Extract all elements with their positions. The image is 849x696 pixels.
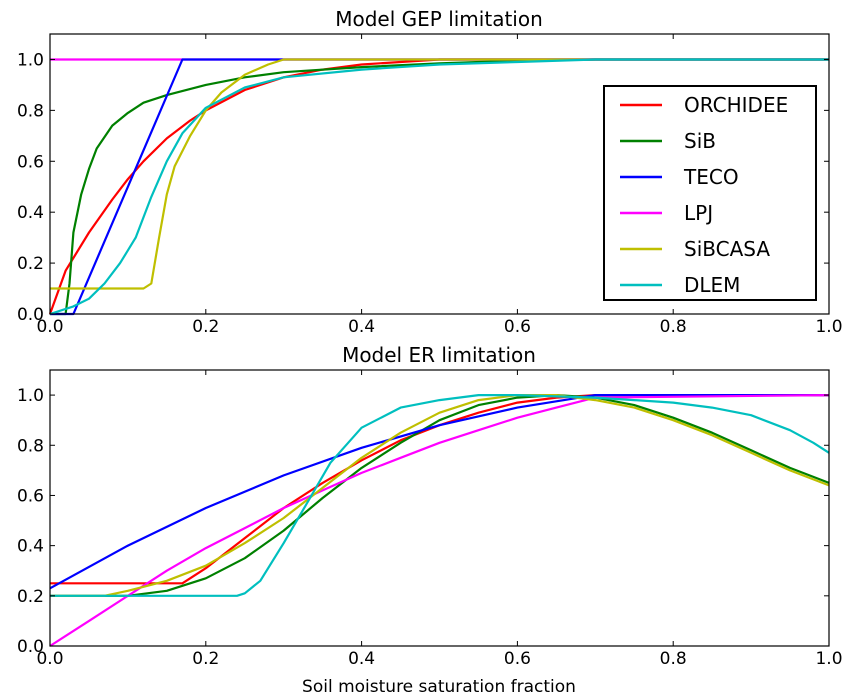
- er-plot-area: 0.0 0.2 0.4 0.6 0.8 1.0 0.0 0.2 0.4 0.6 0.8 1.0: [17, 369, 843, 669]
- series-line-lpj: [49, 394, 830, 647]
- y-tick-label: 0.6: [17, 152, 44, 172]
- x-axis-label: Soil moisture saturation fraction: [302, 677, 576, 696]
- x-tick-label: 0.6: [504, 649, 531, 669]
- x-tick-label: 1.0: [815, 649, 842, 669]
- er-chart-title: Model ER limitation: [342, 343, 536, 367]
- legend-label-sib: SiB: [684, 129, 716, 153]
- er-limitation-panel: Model ER limitation 0.0 0.2 0.4 0.6 0.8 1.00.…: [17, 343, 843, 696]
- y-tick-label: 1.0: [17, 50, 44, 70]
- x-tick-label: 0.6: [504, 317, 531, 337]
- series-line-sibcasa: [50, 394, 830, 597]
- series-line-dlem: [50, 394, 830, 597]
- axes-frame: [49, 33, 830, 315]
- legend-label-orchidee: ORCHIDEE: [684, 93, 788, 117]
- x-tick-label: 0.0: [36, 317, 63, 337]
- y-tick-label: 0.8: [17, 101, 44, 121]
- y-tick-label: 0.4: [17, 203, 44, 223]
- x-tick-label: 0.4: [348, 649, 375, 669]
- legend-label-dlem: DLEM: [684, 273, 740, 297]
- y-tick-label: 0.2: [17, 254, 44, 274]
- x-tick-label: 0.4: [348, 317, 375, 337]
- y-tick-label: 0.8: [17, 436, 44, 456]
- x-tick-label: 0.8: [660, 317, 687, 337]
- series-line-sib: [50, 58, 829, 316]
- axes-frame: [49, 369, 830, 647]
- series-line-teco: [49, 394, 829, 590]
- y-tick-label: 1.0: [17, 386, 44, 406]
- x-tick-label: 1.0: [815, 317, 842, 337]
- legend: ORCHIDEE SiB TECO LPJ SiBCASA DLEM: [603, 85, 817, 301]
- gep-plot-area: 0.0 0.2 0.4 0.6 0.8 1.0 0.0 0.2 0.4 0.6 0.8 1.0 ORCH…: [17, 33, 843, 337]
- y-tick-label: 0.0: [17, 305, 44, 325]
- x-tick-label: 0.8: [660, 649, 687, 669]
- x-tick-label: 0.2: [192, 649, 219, 669]
- gep-chart-title: Model GEP limitation: [335, 7, 543, 31]
- legend-label-teco: TECO: [683, 165, 739, 189]
- series-line-orchidee: [50, 394, 829, 585]
- y-tick-label: 0.2: [17, 587, 44, 607]
- series-line-sibcasa: [50, 58, 829, 290]
- y-tick-label: 0.0: [17, 637, 44, 657]
- series-line-sib: [50, 394, 830, 597]
- y-tick-label: 0.4: [17, 537, 44, 557]
- legend-box: [603, 85, 817, 301]
- series-line-dlem: [49, 58, 829, 316]
- legend-label-lpj: LPJ: [684, 201, 713, 225]
- y-tick-label: 0.6: [17, 486, 44, 506]
- gep-limitation-panel: Model GEP limitation 0.0 0.2 0.4 0.6 0.8 1.00…: [17, 7, 843, 337]
- legend-label-sibcasa: SiBCASA: [684, 237, 770, 261]
- x-tick-label: 0.2: [192, 317, 219, 337]
- x-tick-label: 0.0: [36, 649, 63, 669]
